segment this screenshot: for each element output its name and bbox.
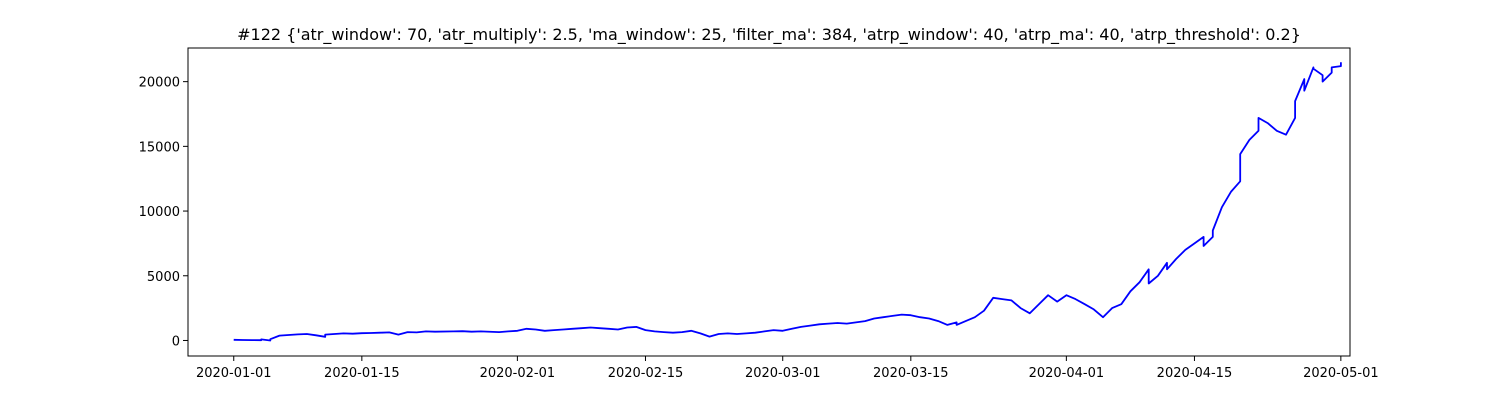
x-tick-label: 2020-01-15 — [324, 366, 400, 381]
x-axis: 2020-01-01 2020-01-15 2020-02-01 2020-02-15… — [196, 356, 1379, 381]
x-tick-label: 2020-02-15 — [608, 366, 684, 381]
x-tick-label: 2020-04-01 — [1029, 366, 1105, 381]
x-tick-label: 2020-03-01 — [745, 366, 821, 381]
y-tick-label: 0 — [172, 334, 180, 349]
y-tick-label: 5000 — [147, 270, 180, 285]
y-tick-label: 20000 — [139, 76, 180, 91]
chart-title: #122 {'atr_window': 70, 'atr_multiply': … — [237, 25, 1301, 45]
series-layer — [233, 62, 1342, 342]
plot-area — [187, 47, 1351, 357]
y-tick-label: 10000 — [139, 205, 180, 220]
x-tick-label: 2020-05-01 — [1303, 366, 1379, 381]
y-axis: 0 5000 10000 15000 20000 — [139, 76, 188, 349]
x-tick-label: 2020-03-15 — [873, 366, 949, 381]
x-tick-label: 2020-02-01 — [480, 366, 556, 381]
series-line — [233, 62, 1342, 342]
y-tick-label: 15000 — [139, 140, 180, 155]
x-tick-label: 2020-04-15 — [1157, 366, 1233, 381]
x-tick-label: 2020-01-01 — [196, 366, 272, 381]
